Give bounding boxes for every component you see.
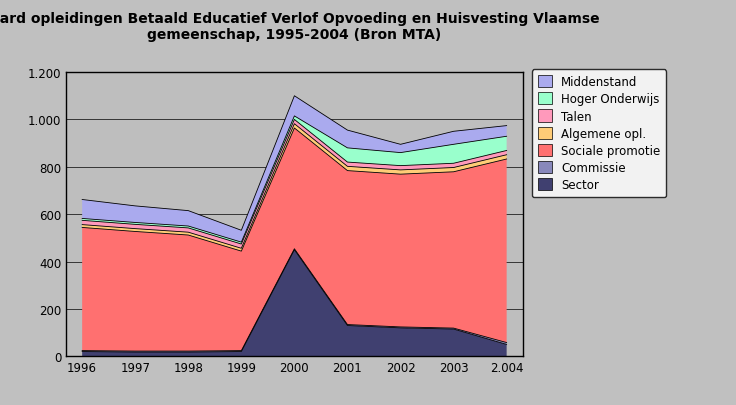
Legend: Middenstand, Hoger Onderwijs, Talen, Algemene opl., Sociale promotie, Commissie,: Middenstand, Hoger Onderwijs, Talen, Alg… — [531, 70, 666, 198]
Text: Aard opleidingen Betaald Educatief Verlof Opvoeding en Huisvesting Vlaamse
gemee: Aard opleidingen Betaald Educatief Verlo… — [0, 12, 600, 42]
